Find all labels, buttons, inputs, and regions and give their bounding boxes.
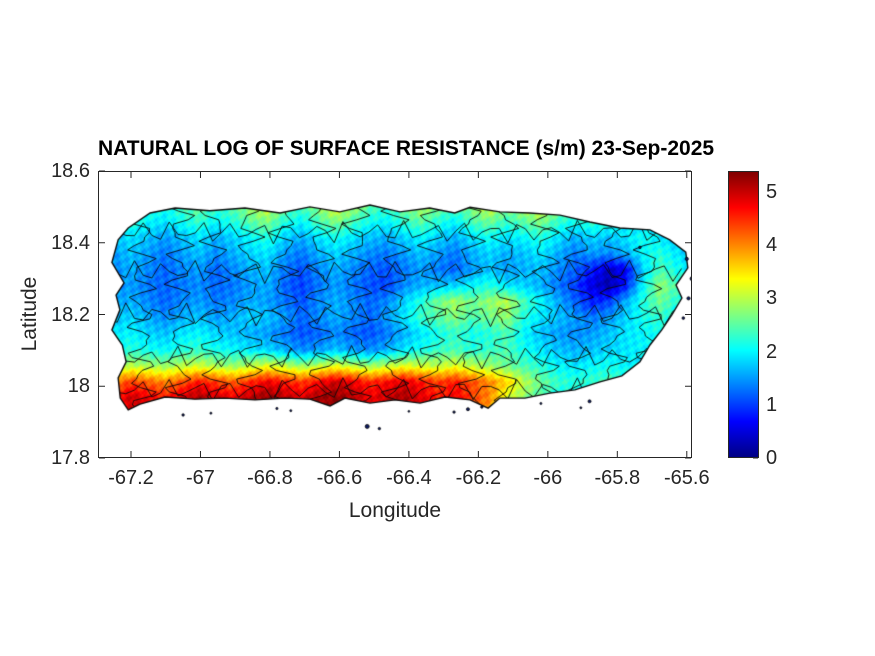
- colorbar: [728, 171, 759, 458]
- x-tick-label: -65.8: [594, 467, 641, 489]
- x-tick-label: -66.4: [386, 467, 432, 489]
- colorbar-tick-label: 3: [766, 287, 778, 310]
- x-axis-label: Longitude: [348, 499, 442, 522]
- colorbar-tick-label: 2: [766, 340, 778, 363]
- y-tick-label: 18.6: [51, 160, 90, 182]
- colorbar-tick-label: 1: [766, 393, 778, 416]
- y-tick-label: 18.2: [51, 303, 90, 326]
- x-tick-label: -66: [533, 467, 563, 489]
- x-tick-label: -66.2: [455, 467, 502, 489]
- x-tick-label: -66.8: [247, 467, 293, 489]
- plot-title: NATURAL LOG OF SURFACE RESISTANCE (s/m) …: [98, 137, 715, 160]
- colorbar-tick-label: 4: [766, 234, 778, 256]
- y-tick-label: 18.4: [51, 231, 90, 254]
- x-tick-label: -66.6: [316, 467, 363, 489]
- y-tick-label: 18: [67, 375, 90, 398]
- x-tick-label: -67.2: [108, 467, 154, 489]
- colorbar-tick-label: 0: [766, 447, 778, 469]
- x-tick-label: -67: [186, 467, 215, 489]
- map-plot-area: [98, 171, 692, 458]
- x-tick-label: -65.6: [663, 467, 710, 489]
- colorbar-tick-label: 5: [766, 180, 778, 203]
- y-tick-label: 17.8: [51, 447, 90, 469]
- y-axis-label: Latitude: [18, 276, 41, 352]
- puerto-rico-heatmap-canvas: [98, 171, 692, 458]
